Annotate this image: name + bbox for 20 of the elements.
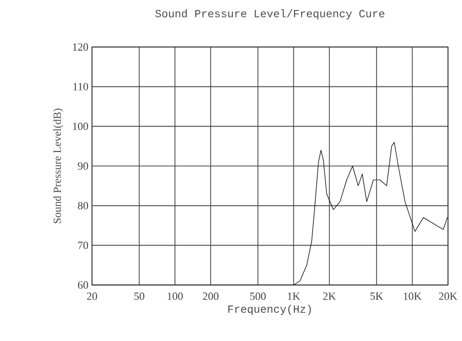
x-tick-label: 500 [250,292,266,300]
chart-title: Sound Pressure Level/Frequency Cure [155,9,384,20]
x-tick-label: 1K [288,292,300,300]
x-tick-label: 200 [202,292,218,300]
y-tick-label: 80 [78,202,88,210]
y-tick-label: 100 [73,122,88,130]
x-tick-label: 50 [134,292,144,300]
y-tick-label: 60 [78,281,88,289]
y-tick-label: 90 [78,162,88,170]
y-tick-label: 70 [78,242,88,250]
y-axis-title: Sound Pressure Level(dB) [53,108,64,224]
x-tick-label: 10K [404,292,422,300]
x-axis-title: Frequency(Hz) [228,304,311,315]
x-tick-label: 20 [87,292,98,300]
y-tick-label: 120 [73,43,88,51]
x-tick-label: 20K [439,292,458,300]
x-tick-label: 100 [168,292,183,300]
x-tick-label: 5K [370,292,384,300]
y-tick-label: 110 [73,82,88,90]
x-tick-label: 2K [323,292,336,300]
